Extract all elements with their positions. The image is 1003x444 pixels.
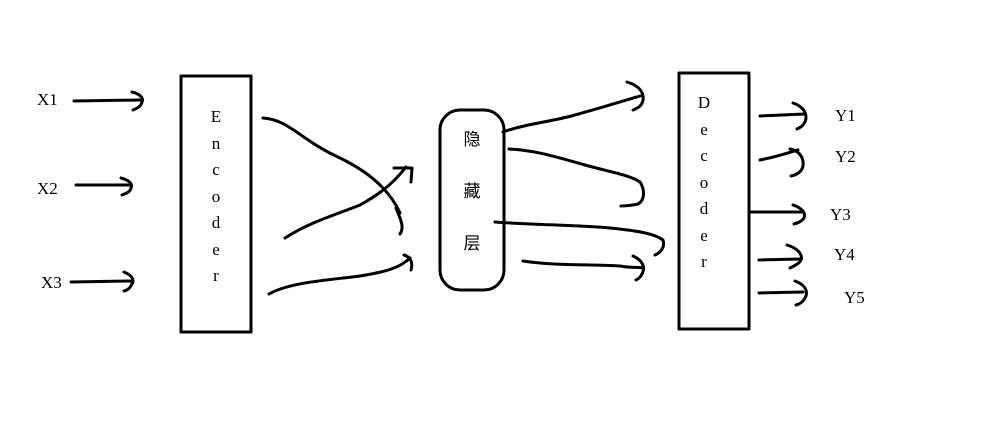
encoder-label-char: o (211, 186, 221, 206)
hidden-layer-label-char: 隐 (463, 130, 481, 150)
encoder-label-char: c (212, 160, 220, 179)
decoder-label-char: d (699, 199, 709, 218)
decoder-label-char: r (701, 252, 707, 271)
output-label-y4: Y4 (834, 245, 855, 264)
encoder-label-char: e (212, 239, 220, 259)
decoder-box (677, 71, 751, 331)
input-arrow-x2 (74, 176, 133, 197)
hidden-layer-box (438, 108, 506, 292)
encoder-label-char: d (211, 213, 221, 232)
output-arrow-y5 (757, 279, 808, 307)
encoder-label-char: E (210, 107, 222, 126)
encoder-box (179, 74, 253, 334)
output-arrow-y1 (758, 101, 808, 131)
input-label-x1: X1 (37, 90, 58, 109)
input-arrow-x3 (69, 270, 135, 293)
output-label-y5: Y5 (844, 288, 865, 307)
output-arrow-y4 (757, 243, 803, 270)
encoder-label-char: n (211, 133, 221, 153)
output-label-y3: Y3 (830, 205, 851, 224)
encoder-hidden-link-2 (283, 165, 414, 240)
hidden-decoder-link-4 (521, 254, 646, 282)
input-arrow-x1 (72, 90, 144, 112)
encoder-label-char: r (213, 266, 219, 285)
input-label-x3: X3 (41, 273, 62, 292)
hidden-decoder-link-1 (501, 80, 645, 134)
decoder-label-char: c (700, 146, 708, 165)
hidden-decoder-link-2 (507, 147, 645, 208)
decoder-label-char: e (700, 225, 708, 245)
output-label-y1: Y1 (835, 106, 856, 125)
encoder-hidden-link-1 (261, 116, 404, 236)
encoder-hidden-link-3 (267, 253, 414, 296)
decoder-label-char: o (699, 172, 709, 192)
output-arrow-y3 (747, 203, 806, 226)
input-label-x2: X2 (37, 179, 58, 198)
decoder-label-char: e (700, 119, 708, 139)
hidden-layer-label: 隐藏层 (450, 120, 494, 276)
decoder-label-char: D (697, 93, 711, 112)
output-label-y2: Y2 (835, 147, 856, 166)
output-arrow-y2 (758, 147, 805, 178)
hidden-decoder-link-3 (493, 220, 666, 257)
hidden-layer-label-char: 层 (463, 234, 481, 254)
hidden-layer-label-char: 藏 (463, 182, 481, 202)
